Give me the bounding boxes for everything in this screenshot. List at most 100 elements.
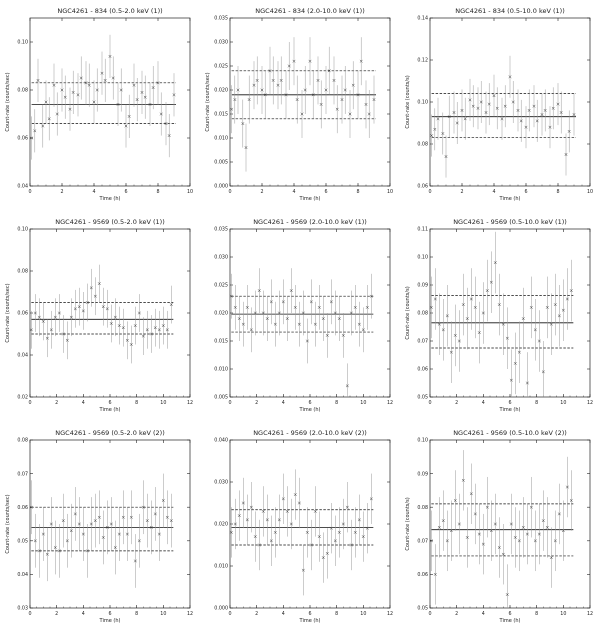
x-tick-label: 10: [187, 189, 193, 195]
data-point: [89, 286, 93, 290]
y-axis-label: Count-rate (counts/sec): [5, 283, 11, 342]
data-point-stroke: [501, 552, 505, 556]
data-point-stroke: [564, 153, 568, 156]
data-point: [292, 59, 296, 63]
data-point-stroke: [161, 324, 165, 328]
y-tick-label: 0.06: [417, 184, 428, 190]
data-point-stroke: [553, 539, 557, 543]
plot-frame: [229, 228, 391, 398]
data-point: [143, 95, 147, 99]
data-point: [327, 69, 331, 73]
plot-frame: [429, 439, 591, 609]
data-point: [249, 505, 253, 509]
data-point-stroke: [301, 568, 305, 572]
data-point-stroke: [141, 334, 145, 338]
data-point: [257, 543, 261, 547]
data-point: [137, 539, 141, 543]
data-point: [365, 526, 369, 530]
data-point-stroke: [497, 546, 501, 549]
data-point-stroke: [327, 69, 331, 73]
data-point-stroke: [265, 317, 269, 321]
x-axis-label: Time (h): [499, 618, 521, 624]
data-point: [148, 102, 152, 106]
data-point-stroke: [429, 305, 433, 309]
data-point-stroke: [308, 59, 312, 63]
x-tick-label: 8: [335, 400, 338, 406]
y-tick-label: 0.06: [17, 505, 28, 511]
data-point: [93, 294, 97, 298]
data-point: [447, 115, 451, 119]
data-point-stroke: [513, 535, 517, 539]
data-point: [511, 100, 515, 104]
data-point: [77, 522, 81, 526]
data-point-stroke: [113, 315, 117, 319]
chart-title: NGC4261 - 9569 (0.5-10.0 keV (1)): [453, 218, 567, 226]
data-point-stroke: [255, 78, 259, 82]
y-tick-label: 0.12: [417, 58, 428, 64]
x-axis-label: Time (h): [299, 618, 321, 624]
data-point: [161, 499, 165, 502]
data-point-stroke: [273, 322, 277, 326]
data-point: [369, 294, 373, 298]
data-point: [41, 124, 45, 128]
y-tick-label: 0.10: [417, 100, 428, 106]
data-point: [471, 104, 475, 108]
data-point-stroke: [457, 339, 461, 343]
x-tick-label: 2: [460, 189, 463, 195]
data-point-stroke: [313, 322, 317, 326]
data-point: [529, 305, 533, 309]
data-point-stroke: [285, 317, 289, 321]
data-point-stroke: [477, 331, 481, 335]
x-tick-label: 6: [108, 400, 111, 406]
data-point-stroke: [540, 113, 544, 117]
data-point-stroke: [541, 519, 545, 523]
x-tick-label: 2: [255, 611, 258, 617]
data-point-stroke: [169, 519, 173, 523]
data-point-stroke: [513, 361, 517, 365]
data-point-stroke: [65, 539, 69, 543]
data-point: [476, 106, 480, 110]
data-point-stroke: [516, 108, 520, 112]
data-point: [497, 303, 501, 307]
data-point: [57, 311, 61, 315]
data-point: [551, 106, 555, 110]
lightcurve-svg: NGC4261 - 9569 (0.5-2.0 keV (2)) 0 2 4 6 8 10 1…: [5, 429, 193, 624]
lightcurve-svg: NGC4261 - 9569 (2.0-10.0 keV (1)) 0 2 4 6 8 10…: [214, 218, 393, 413]
data-point-stroke: [49, 522, 53, 526]
lightcurve-panel: NGC4261 - 9569 (0.5-2.0 keV (1)) 0 2 4 6 8 10 1…: [0, 211, 200, 422]
data-point: [349, 311, 353, 315]
data-point: [105, 307, 109, 311]
data-point: [524, 125, 528, 129]
data-point: [53, 546, 57, 549]
x-tick-label: 2: [60, 189, 63, 195]
data-point-stroke: [367, 112, 371, 116]
data-point: [469, 297, 473, 301]
data-point: [565, 297, 569, 301]
data-point: [556, 102, 560, 106]
data-point-stroke: [335, 107, 339, 111]
data-point-stroke: [372, 98, 376, 102]
data-point: [68, 107, 72, 111]
data-point: [493, 522, 497, 526]
data-point: [236, 88, 240, 92]
data-point-stroke: [517, 350, 521, 354]
data-point: [63, 95, 67, 99]
data-point: [445, 314, 449, 318]
data-point: [249, 328, 253, 332]
data-point-stroke: [341, 522, 345, 526]
data-point-stroke: [313, 509, 317, 513]
x-tick-label: 10: [587, 189, 593, 195]
data-point-stroke: [252, 83, 256, 87]
data-point: [525, 532, 529, 536]
data-point: [271, 78, 275, 82]
x-tick-label: 8: [335, 611, 338, 617]
data-point: [245, 518, 249, 522]
data-point-stroke: [484, 111, 488, 114]
data-point-stroke: [461, 478, 465, 482]
data-point: [161, 324, 165, 328]
data-point-stroke: [61, 332, 65, 336]
data-point: [557, 512, 561, 516]
lightcurve-panel: NGC4261 - 9569 (2.0-10.0 keV (2)) 0 2 4 6 8 10…: [200, 422, 400, 633]
data-point: [81, 309, 85, 313]
